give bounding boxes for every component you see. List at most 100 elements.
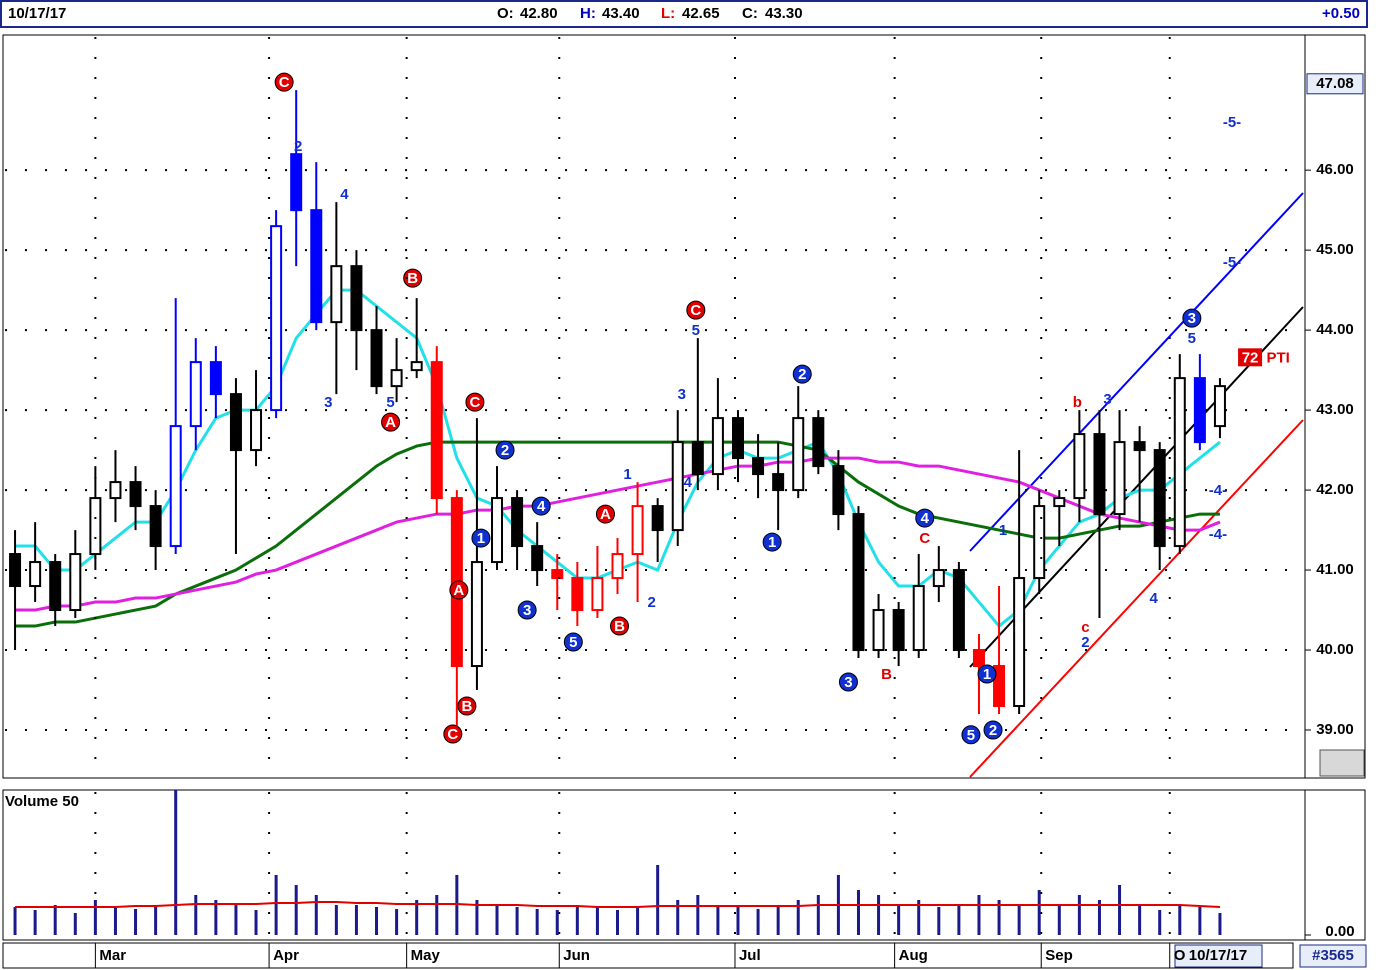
candle-body	[812, 417, 825, 468]
candle-body	[852, 513, 865, 652]
annotation: 1	[983, 666, 991, 683]
volume-bar	[977, 895, 981, 935]
candle-body	[109, 481, 122, 500]
annotation: 1	[477, 530, 485, 547]
volume-bar	[354, 905, 358, 935]
annotation: C	[279, 74, 290, 91]
volume-bar	[294, 885, 298, 935]
annotation: 4	[537, 498, 546, 515]
volume-bar	[174, 790, 178, 935]
high-value: 43.40	[602, 5, 640, 22]
footer-count: #3565	[1312, 947, 1354, 964]
annotation: 2	[1081, 634, 1089, 651]
candle-body	[651, 505, 664, 532]
volume-bar	[595, 907, 599, 935]
annotation-badge	[457, 696, 477, 716]
volume-bar	[676, 900, 680, 935]
candle-body	[370, 329, 383, 388]
annotation-badge	[381, 412, 401, 432]
volume-bar	[395, 909, 399, 935]
high-label: H:	[580, 5, 596, 22]
date-axis	[2, 942, 1294, 969]
annotation: 4	[1150, 590, 1159, 607]
volume-bar	[616, 910, 619, 935]
change: +0.50	[1322, 5, 1360, 22]
annotation: 2	[989, 722, 997, 739]
annotation: 5	[967, 727, 975, 744]
volume-bar	[736, 907, 740, 935]
annotation: 5	[569, 634, 577, 651]
x-tick-label: Apr	[273, 947, 299, 964]
y-tick-label: 40.00	[1316, 641, 1354, 658]
annotation: 2	[501, 442, 509, 459]
volume-bar	[917, 900, 921, 935]
annotation-badge	[977, 664, 997, 684]
x-tick-label: Aug	[899, 947, 928, 964]
candle-body	[631, 505, 644, 556]
candle-body	[330, 265, 343, 324]
y-tick-label: 45.00	[1316, 241, 1354, 258]
candle-body	[892, 609, 905, 652]
volume-bar	[1198, 907, 1202, 935]
y-tick-label: 46.00	[1316, 161, 1354, 178]
volume-bar	[1178, 905, 1182, 935]
volume-bar	[957, 905, 961, 935]
candle-body	[1193, 377, 1206, 444]
low-label: L:	[661, 5, 675, 22]
x-tick-label: O	[1174, 947, 1186, 964]
annotation: 5	[692, 322, 700, 339]
candle-body	[993, 665, 1006, 708]
date-box	[1174, 944, 1263, 968]
annotation: 2	[294, 138, 302, 155]
volume-panel	[2, 789, 1306, 941]
volume-bar	[1017, 905, 1021, 935]
annotation: 1	[999, 522, 1007, 539]
volume-bar	[796, 900, 800, 935]
candle-body	[611, 553, 624, 580]
volume-average	[15, 901, 1220, 908]
volume-bar	[154, 905, 158, 935]
candle-body	[711, 417, 724, 476]
open-value: 42.80	[520, 5, 558, 22]
volume-bar	[636, 908, 640, 935]
annotation: -5-	[1223, 254, 1241, 271]
header-bar	[0, 0, 1368, 28]
close-label: C:	[742, 5, 758, 22]
annotation-badge	[495, 440, 515, 460]
volume-bar	[1118, 885, 1122, 935]
volume-bar	[856, 890, 860, 935]
candle-body	[551, 569, 564, 580]
volume-bar	[415, 900, 419, 935]
annotation: 2	[647, 594, 655, 611]
annotation-badge	[595, 504, 615, 524]
volume-bar	[776, 905, 780, 935]
annotation-badge	[274, 72, 294, 92]
candle-body	[189, 361, 202, 428]
volume-bar	[254, 910, 258, 935]
annotation-badge	[686, 300, 706, 320]
annotation: -4-	[1209, 482, 1227, 499]
candle-body	[470, 561, 483, 668]
candle-body	[1153, 449, 1166, 548]
annotation: 3	[324, 394, 332, 411]
annotation: A	[385, 414, 396, 431]
x-tick-label: Sep	[1045, 947, 1073, 964]
volume-bar	[1057, 905, 1061, 935]
annotation-badge	[563, 632, 583, 652]
volume-bar	[1218, 913, 1222, 935]
volume-bar	[997, 900, 1001, 935]
annotation: -5-	[1223, 114, 1241, 131]
candle-body	[1073, 433, 1086, 500]
toolbar-icon[interactable]	[1319, 749, 1365, 777]
candle-body	[832, 465, 845, 516]
candle-body	[89, 497, 102, 556]
volume-bar	[435, 895, 439, 935]
annotation-badge	[1238, 348, 1263, 367]
volume-bar	[73, 913, 77, 935]
candle-body	[872, 609, 885, 652]
annotation: A	[600, 506, 611, 523]
trend-line	[969, 419, 1304, 778]
annotation: 4	[921, 510, 930, 527]
candle-body	[972, 649, 985, 668]
